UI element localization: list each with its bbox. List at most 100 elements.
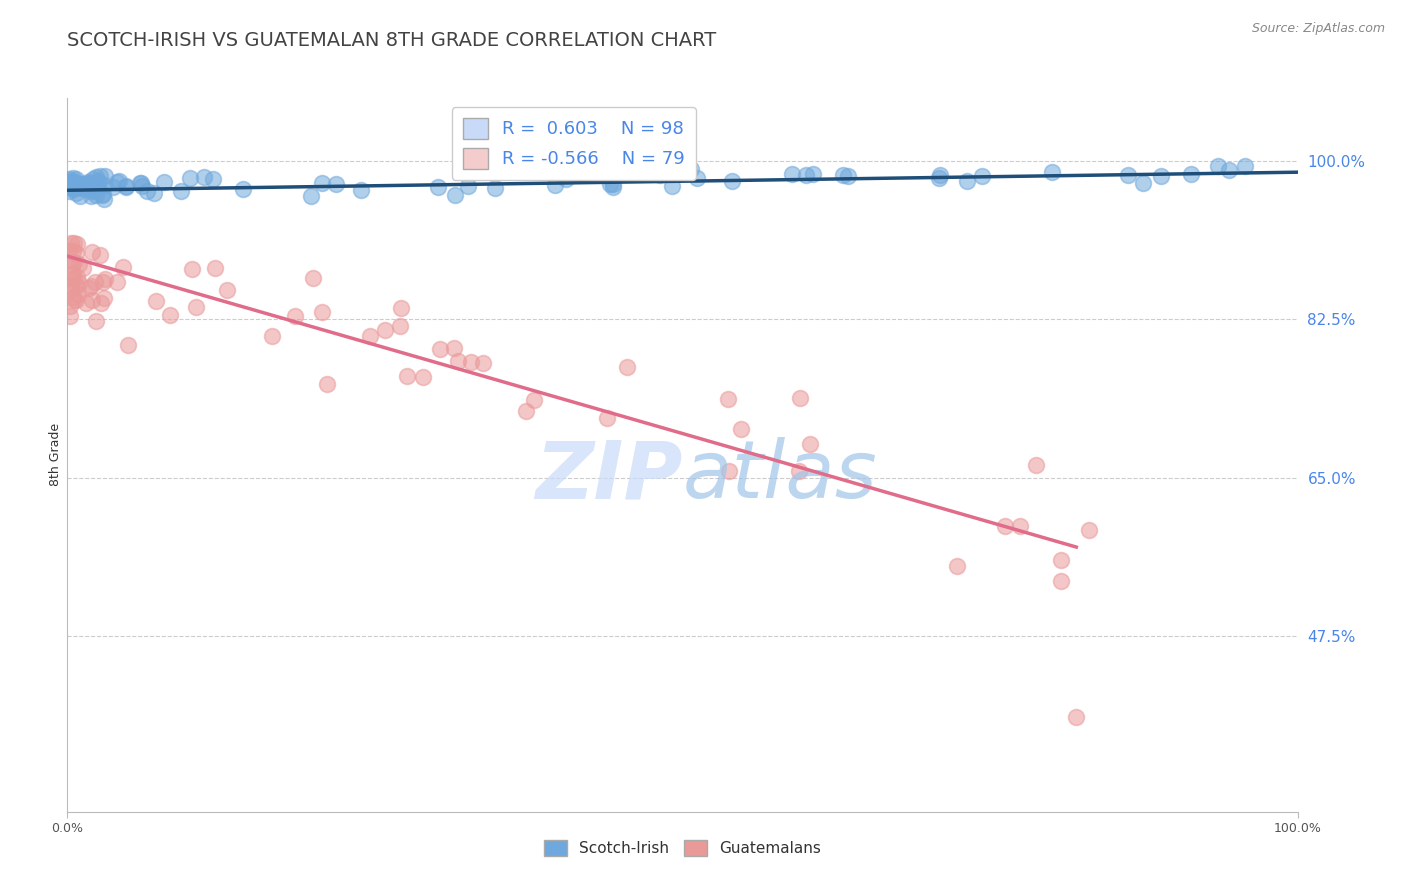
Point <box>1233 159 1256 173</box>
Point <box>661 178 683 193</box>
Point <box>62 181 84 195</box>
Point <box>181 262 204 277</box>
Point <box>648 168 671 182</box>
Point <box>679 162 702 177</box>
Point <box>63 176 86 190</box>
Point <box>73 178 96 192</box>
Point <box>789 391 811 405</box>
Point <box>80 180 103 194</box>
Point <box>787 464 810 478</box>
Point <box>73 179 96 194</box>
Point <box>325 177 347 191</box>
Point <box>135 184 157 198</box>
Point <box>596 411 619 425</box>
Point <box>91 188 114 202</box>
Point <box>84 184 107 198</box>
Point <box>721 173 744 187</box>
Point <box>1049 574 1071 588</box>
Point <box>299 188 322 202</box>
Point <box>832 168 855 182</box>
Point <box>159 308 181 322</box>
Point <box>76 181 98 195</box>
Point <box>60 279 83 293</box>
Point <box>89 247 111 261</box>
Point <box>374 323 396 337</box>
Point <box>284 310 307 324</box>
Point <box>75 296 97 310</box>
Point <box>799 437 821 451</box>
Point <box>62 258 84 272</box>
Point <box>59 179 82 194</box>
Point <box>76 176 98 190</box>
Point <box>217 283 239 297</box>
Point <box>515 404 537 418</box>
Point <box>1066 710 1088 724</box>
Point <box>717 392 740 406</box>
Text: SCOTCH-IRISH VS GUATEMALAN 8TH GRADE CORRELATION CHART: SCOTCH-IRISH VS GUATEMALAN 8TH GRADE COR… <box>67 31 717 50</box>
Point <box>72 177 94 191</box>
Point <box>59 309 82 323</box>
Point <box>603 168 626 182</box>
Point <box>1049 552 1071 566</box>
Point <box>444 187 467 202</box>
Point <box>946 558 969 573</box>
Point <box>730 422 752 436</box>
Point <box>72 178 94 193</box>
Point <box>429 342 451 356</box>
Point <box>60 271 83 285</box>
Point <box>58 176 80 190</box>
Point <box>60 179 83 194</box>
Point <box>60 180 83 194</box>
Point <box>58 244 80 259</box>
Point <box>1206 159 1229 173</box>
Point <box>686 171 709 186</box>
Point <box>80 279 103 293</box>
Point <box>302 271 325 285</box>
Point <box>82 172 104 186</box>
Point <box>80 189 103 203</box>
Point <box>83 181 105 195</box>
Point <box>260 329 283 343</box>
Point <box>108 174 131 188</box>
Legend: Scotch-Irish, Guatemalans: Scotch-Irish, Guatemalans <box>537 834 828 863</box>
Point <box>389 318 412 333</box>
Point <box>62 244 84 258</box>
Text: Source: ZipAtlas.com: Source: ZipAtlas.com <box>1251 22 1385 36</box>
Point <box>89 169 111 183</box>
Point <box>65 186 87 200</box>
Point <box>84 314 107 328</box>
Point <box>602 178 624 192</box>
Point <box>412 370 434 384</box>
Point <box>80 245 103 260</box>
Point <box>94 169 117 183</box>
Point <box>1116 169 1139 183</box>
Point <box>443 342 465 356</box>
Point <box>1025 458 1047 473</box>
Point <box>170 184 193 198</box>
Point <box>63 272 86 286</box>
Point <box>58 178 80 192</box>
Point <box>60 178 83 192</box>
Point <box>105 275 128 289</box>
Point <box>602 180 624 194</box>
Point <box>79 184 101 198</box>
Point <box>128 176 150 190</box>
Point <box>193 169 215 184</box>
Point <box>70 181 93 195</box>
Point <box>359 328 381 343</box>
Point <box>599 177 621 191</box>
Point <box>1180 167 1202 181</box>
Point <box>91 186 114 201</box>
Point <box>69 188 91 202</box>
Point <box>232 182 254 196</box>
Point <box>145 293 167 308</box>
Point <box>65 293 87 307</box>
Text: atlas: atlas <box>683 437 877 516</box>
Point <box>58 253 80 268</box>
Point <box>65 171 87 186</box>
Point <box>59 175 82 189</box>
Point <box>93 291 115 305</box>
Point <box>204 261 226 276</box>
Point <box>780 167 803 181</box>
Point <box>114 178 136 193</box>
